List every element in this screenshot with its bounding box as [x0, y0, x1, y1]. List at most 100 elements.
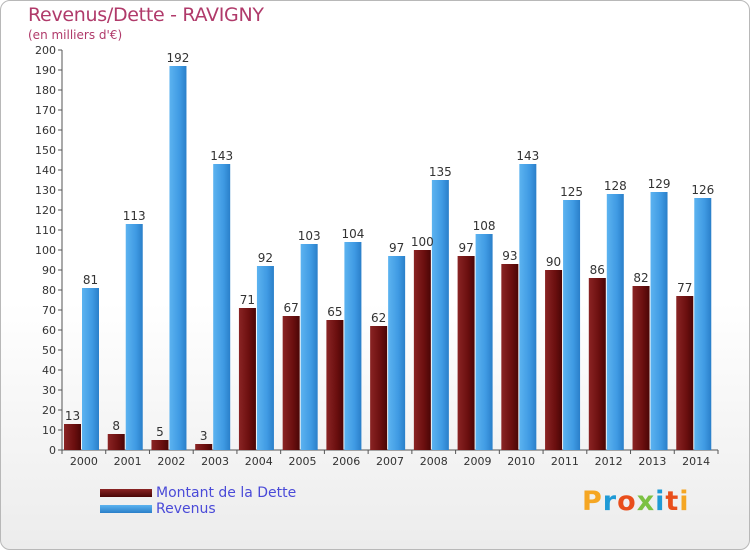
y-tick-label: 80	[42, 284, 56, 297]
value-label-debt: 86	[590, 263, 605, 277]
x-tick-label: 2000	[70, 455, 98, 468]
x-tick-label: 2012	[595, 455, 623, 468]
legend-label-debt: Montant de la Dette	[156, 485, 297, 501]
value-label-debt: 77	[677, 281, 692, 295]
value-label-debt: 67	[284, 301, 299, 315]
value-label-debt: 100	[411, 235, 434, 249]
logo-letter: t	[665, 486, 680, 517]
value-label-revenue: 125	[560, 185, 583, 199]
bar-revenue	[519, 164, 537, 450]
value-label-revenue: 113	[123, 209, 146, 223]
x-tick-label: 2007	[376, 455, 404, 468]
bar-debt	[632, 286, 650, 450]
value-label-revenue: 143	[210, 149, 233, 163]
x-tick-label: 2004	[245, 455, 273, 468]
y-tick-label: 160	[35, 124, 56, 137]
x-axis: 2000 2001 2002 2003 2004 2005 2006 2007 2008 2009…	[61, 449, 719, 468]
x-tick-label: 2008	[420, 455, 448, 468]
bar-debt	[370, 326, 388, 450]
x-tick-label: 2002	[157, 455, 185, 468]
value-label-debt: 13	[65, 409, 80, 423]
y-tick-label: 180	[35, 84, 56, 97]
logo-letter: x	[636, 486, 656, 517]
value-label-debt: 62	[371, 311, 386, 325]
x-tick-label: 2009	[463, 455, 491, 468]
value-label-debt: 71	[240, 293, 255, 307]
bar-revenue	[300, 244, 318, 450]
value-label-revenue: 129	[648, 177, 671, 191]
x-tick-label: 2005	[289, 455, 317, 468]
legend-swatch-revenue	[100, 505, 152, 513]
y-tick-label: 170	[35, 104, 56, 117]
bar-revenue	[650, 192, 668, 450]
y-axis: 0 10 20 30 40 50 60 70 80 90 100 110 120 130 140 150 160…	[35, 44, 63, 457]
y-tick-label: 90	[42, 264, 56, 277]
value-label-debt: 82	[633, 271, 648, 285]
value-label-revenue: 126	[691, 183, 714, 197]
y-tick-label: 110	[35, 224, 56, 237]
y-tick-label: 200	[35, 44, 56, 57]
y-tick-label: 130	[35, 184, 56, 197]
bar-revenue	[694, 198, 712, 450]
value-label-revenue: 192	[167, 51, 190, 65]
y-tick-label: 150	[35, 144, 56, 157]
value-label-revenue: 97	[389, 241, 404, 255]
y-tick-label: 50	[42, 344, 56, 357]
bar-revenue	[388, 256, 406, 450]
y-tick-label: 70	[42, 304, 56, 317]
x-tick-label: 2010	[507, 455, 535, 468]
value-label-revenue: 81	[83, 273, 98, 287]
y-tick-label: 30	[42, 384, 56, 397]
y-tick-label: 20	[42, 404, 56, 417]
logo-letter: r	[602, 486, 618, 517]
value-label-debt: 93	[502, 249, 517, 263]
y-tick-label: 0	[49, 444, 56, 457]
bar-revenue	[431, 180, 449, 450]
value-label-revenue: 104	[341, 227, 364, 241]
bar-revenue	[563, 200, 581, 450]
bar-debt	[501, 264, 519, 450]
bar-debt	[195, 444, 213, 450]
value-label-debt: 90	[546, 255, 561, 269]
bar-revenue	[169, 66, 187, 450]
value-labels-group: 13 81 8 113 5 192 3 143 71 92 67 103 65 104 62 97 100 135…	[65, 51, 714, 443]
logo-letter: i	[679, 486, 690, 517]
x-tick-label: 2011	[551, 455, 579, 468]
chart-subtitle: (en milliers d'€)	[28, 28, 123, 42]
bar-revenue	[256, 266, 274, 450]
bar-revenue	[125, 224, 143, 450]
value-label-revenue: 135	[429, 165, 452, 179]
value-label-revenue: 108	[473, 219, 496, 233]
x-tick-label: 2013	[638, 455, 666, 468]
x-tick-label: 2001	[114, 455, 142, 468]
bar-debt	[457, 256, 475, 450]
bar-debt	[588, 278, 606, 450]
value-label-revenue: 128	[604, 179, 627, 193]
y-tick-label: 190	[35, 64, 56, 77]
y-tick-label: 120	[35, 204, 56, 217]
legend-label-revenue: Revenus	[156, 501, 216, 517]
bar-debt	[282, 316, 300, 450]
y-tick-label: 40	[42, 364, 56, 377]
x-tick-label: 2003	[201, 455, 229, 468]
bar-revenue	[344, 242, 362, 450]
logo-letter: P	[582, 486, 603, 517]
logo-letter: o	[617, 486, 637, 517]
value-label-debt: 5	[156, 425, 164, 439]
value-label-debt: 3	[200, 429, 208, 443]
bar-revenue	[475, 234, 493, 450]
bar-debt	[64, 424, 81, 450]
value-label-debt: 8	[112, 419, 120, 433]
bars-group	[64, 66, 712, 450]
logo-letter: i	[655, 486, 666, 517]
value-label-debt: 97	[458, 241, 473, 255]
y-tick-label: 10	[42, 424, 56, 437]
bar-revenue	[213, 164, 231, 450]
value-label-revenue: 103	[298, 229, 321, 243]
x-tick-label: 2006	[332, 455, 360, 468]
bar-debt	[238, 308, 256, 450]
value-label-revenue: 143	[516, 149, 539, 163]
bar-debt	[545, 270, 563, 450]
